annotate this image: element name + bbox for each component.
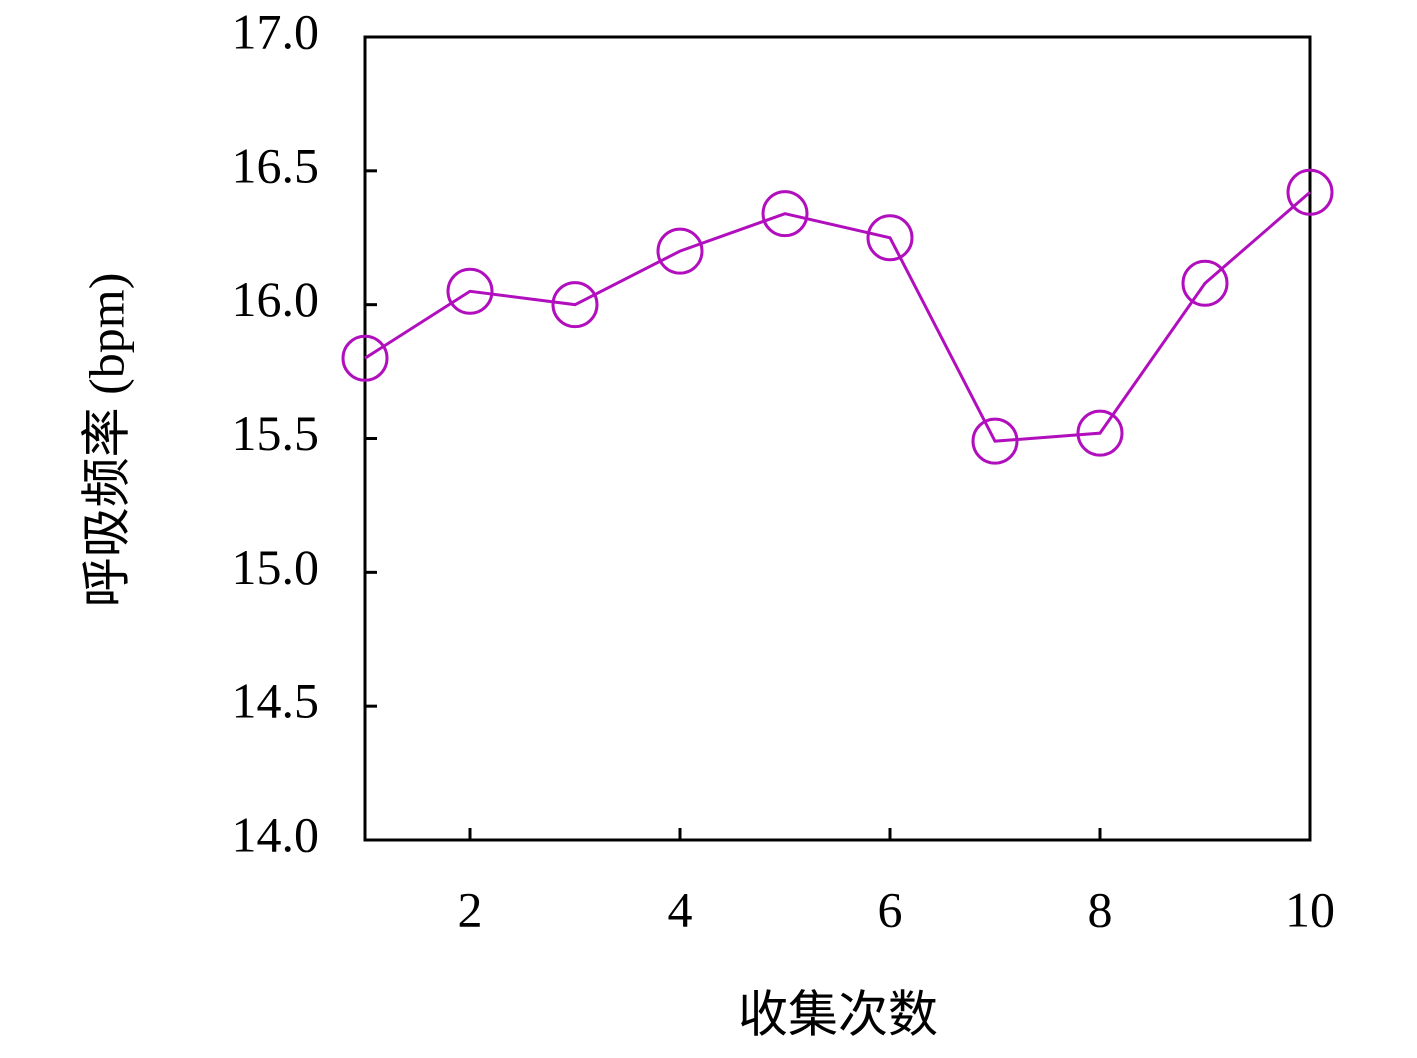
x-tick-label: 8 <box>1088 881 1113 937</box>
y-tick-label: 17.0 <box>232 3 320 59</box>
data-point <box>551 281 599 329</box>
plot-frame <box>363 35 1312 842</box>
x-tick-label: 2 <box>458 881 483 937</box>
data-point <box>1286 168 1334 216</box>
y-tick-label: 16.0 <box>232 271 320 327</box>
y-tick-label: 14.0 <box>232 806 320 862</box>
data-point <box>866 214 914 262</box>
data-point <box>446 267 494 315</box>
data-point <box>656 227 704 275</box>
x-tick-label: 4 <box>668 881 693 937</box>
data-point <box>761 190 809 238</box>
data-point <box>1181 259 1229 307</box>
y-tick-label: 15.5 <box>232 405 320 461</box>
data-point <box>1076 409 1124 457</box>
data-line <box>364 191 1311 443</box>
x-tick-label: 10 <box>1285 881 1335 937</box>
y-tick-label: 14.5 <box>232 673 320 729</box>
data-point <box>971 417 1019 465</box>
x-axis-label: 收集次数 <box>738 986 938 1042</box>
y-tick-label: 16.5 <box>232 137 320 193</box>
data-point <box>341 334 389 382</box>
y-tick-label: 15.0 <box>232 539 320 595</box>
y-axis-label: 呼吸频率 (bpm) <box>78 273 134 608</box>
x-tick-label: 6 <box>878 881 903 937</box>
